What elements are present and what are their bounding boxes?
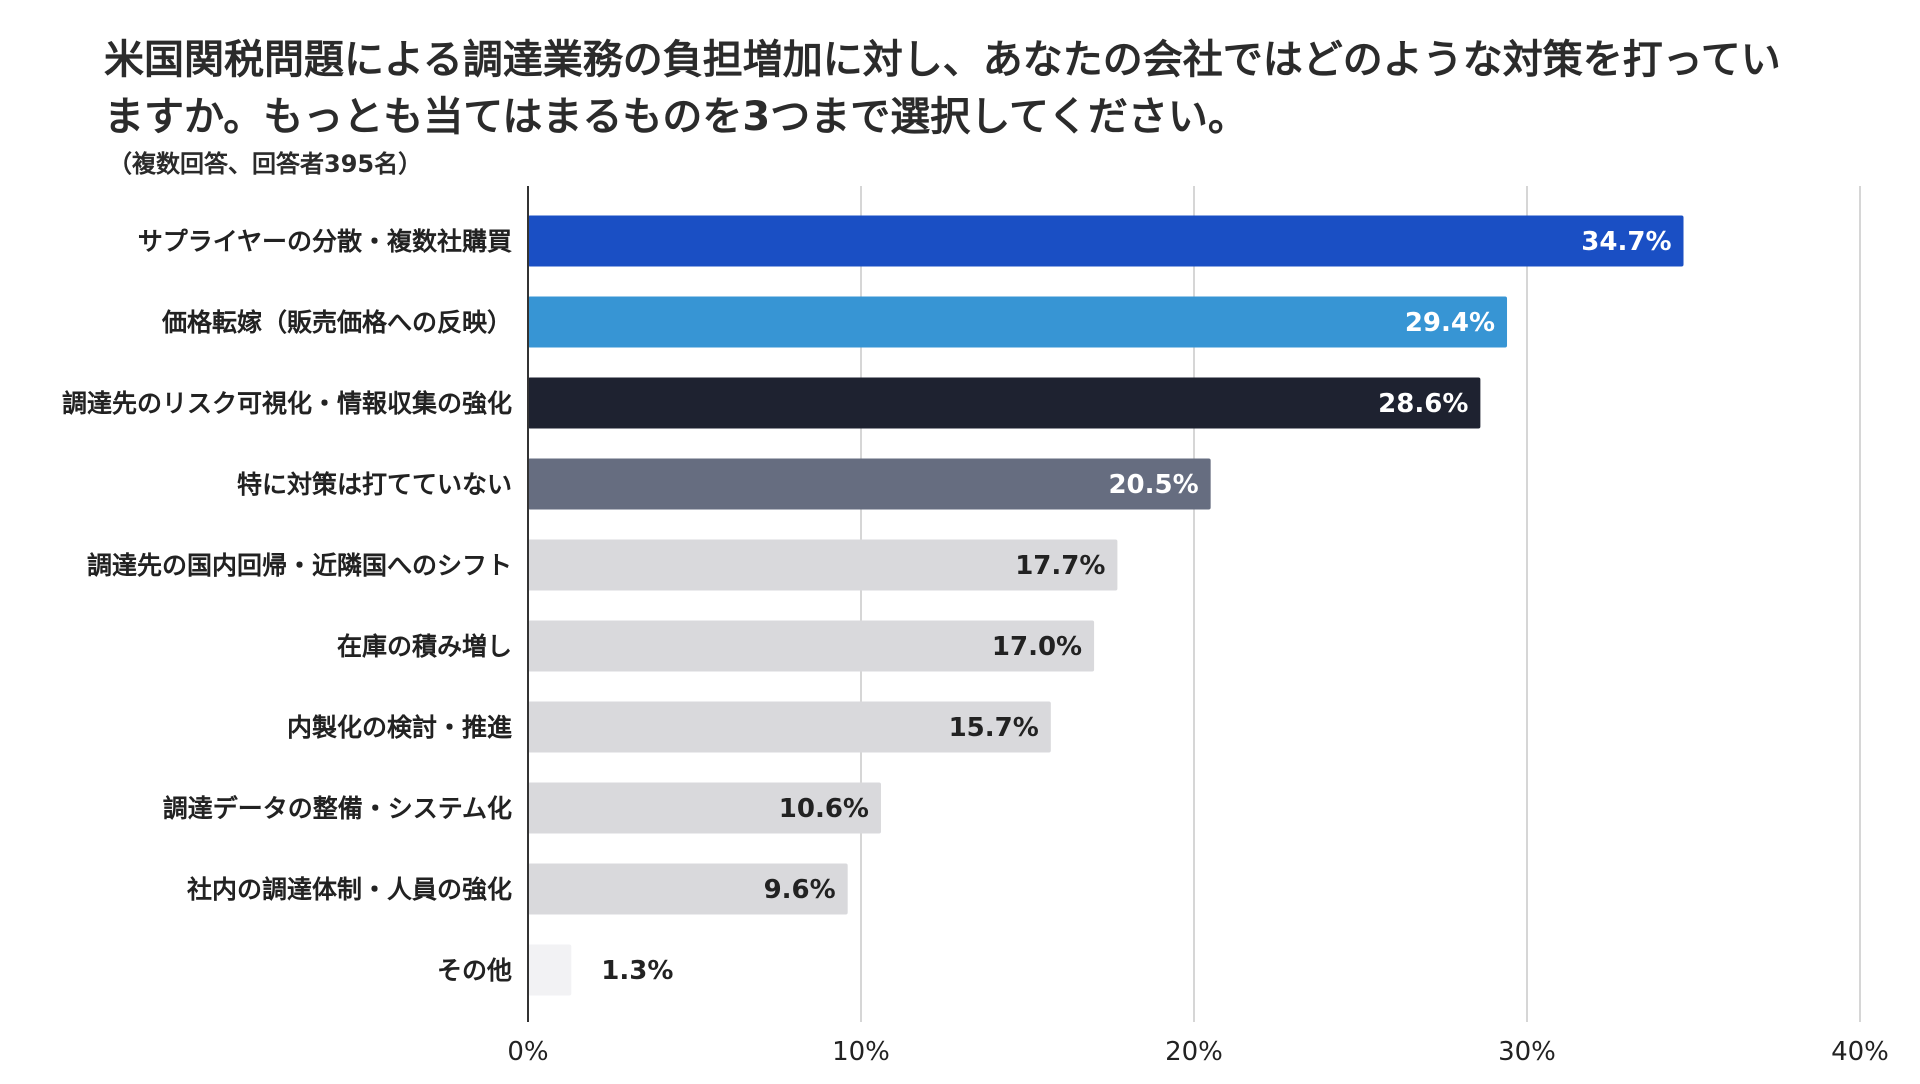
x-tick-label: 40% <box>1831 1037 1889 1067</box>
bar <box>528 215 1684 267</box>
value-label: 1.3% <box>601 956 673 986</box>
x-tick-label: 0% <box>507 1037 548 1067</box>
value-label: 10.6% <box>779 794 869 824</box>
category-label: 調達先のリスク可視化・情報収集の強化 <box>62 389 512 418</box>
value-label: 34.7% <box>1581 227 1671 257</box>
bar <box>528 701 1051 753</box>
category-label: その他 <box>437 956 512 985</box>
bar <box>528 539 1118 591</box>
bar <box>528 296 1508 348</box>
x-tick-label: 20% <box>1165 1037 1223 1067</box>
value-label: 17.7% <box>1015 551 1105 581</box>
chart-title-line-1: 米国関税問題による調達業務の負担増加に対し、あなたの会社ではどのような対策を打っ… <box>104 37 1781 83</box>
category-label: 内製化の検討・推進 <box>287 713 512 742</box>
bar <box>528 944 572 996</box>
bar <box>528 863 848 915</box>
bar <box>528 782 881 834</box>
bar <box>528 458 1211 510</box>
value-label: 17.0% <box>992 632 1082 662</box>
category-label: 在庫の積み増し <box>337 632 512 661</box>
value-label: 15.7% <box>949 713 1039 743</box>
category-label: 社内の調達体制・人員の強化 <box>187 875 512 904</box>
value-label: 29.4% <box>1405 308 1495 338</box>
x-axis-ticks: 0% 10% 20% 30% 40% <box>507 1037 1889 1067</box>
category-label: 調達データの整備・システム化 <box>163 794 512 823</box>
x-tick-label: 10% <box>832 1037 890 1067</box>
category-label: 特に対策は打てていない <box>237 470 512 499</box>
bar <box>528 377 1481 429</box>
value-label: 28.6% <box>1378 389 1468 419</box>
chart-subtitle: （複数回答、回答者395名） <box>108 150 422 178</box>
value-label: 20.5% <box>1108 470 1198 500</box>
bar <box>528 620 1095 672</box>
category-label: サプライヤーの分散・複数社購買 <box>138 227 512 256</box>
bars: 34.7% 29.4% 28.6% 20.5% 17.7% 17.0% 15.7% 10.6%… <box>528 215 1684 996</box>
category-label: 価格転嫁（販売価格への反映） <box>161 308 512 337</box>
value-label: 9.6% <box>764 875 836 905</box>
category-label: 調達先の国内回帰・近隣国へのシフト <box>87 551 512 580</box>
x-tick-label: 30% <box>1498 1037 1556 1067</box>
chart-title-line-2: ますか。もっとも当てはまるものを3つまで選択してください。 <box>104 94 1248 140</box>
